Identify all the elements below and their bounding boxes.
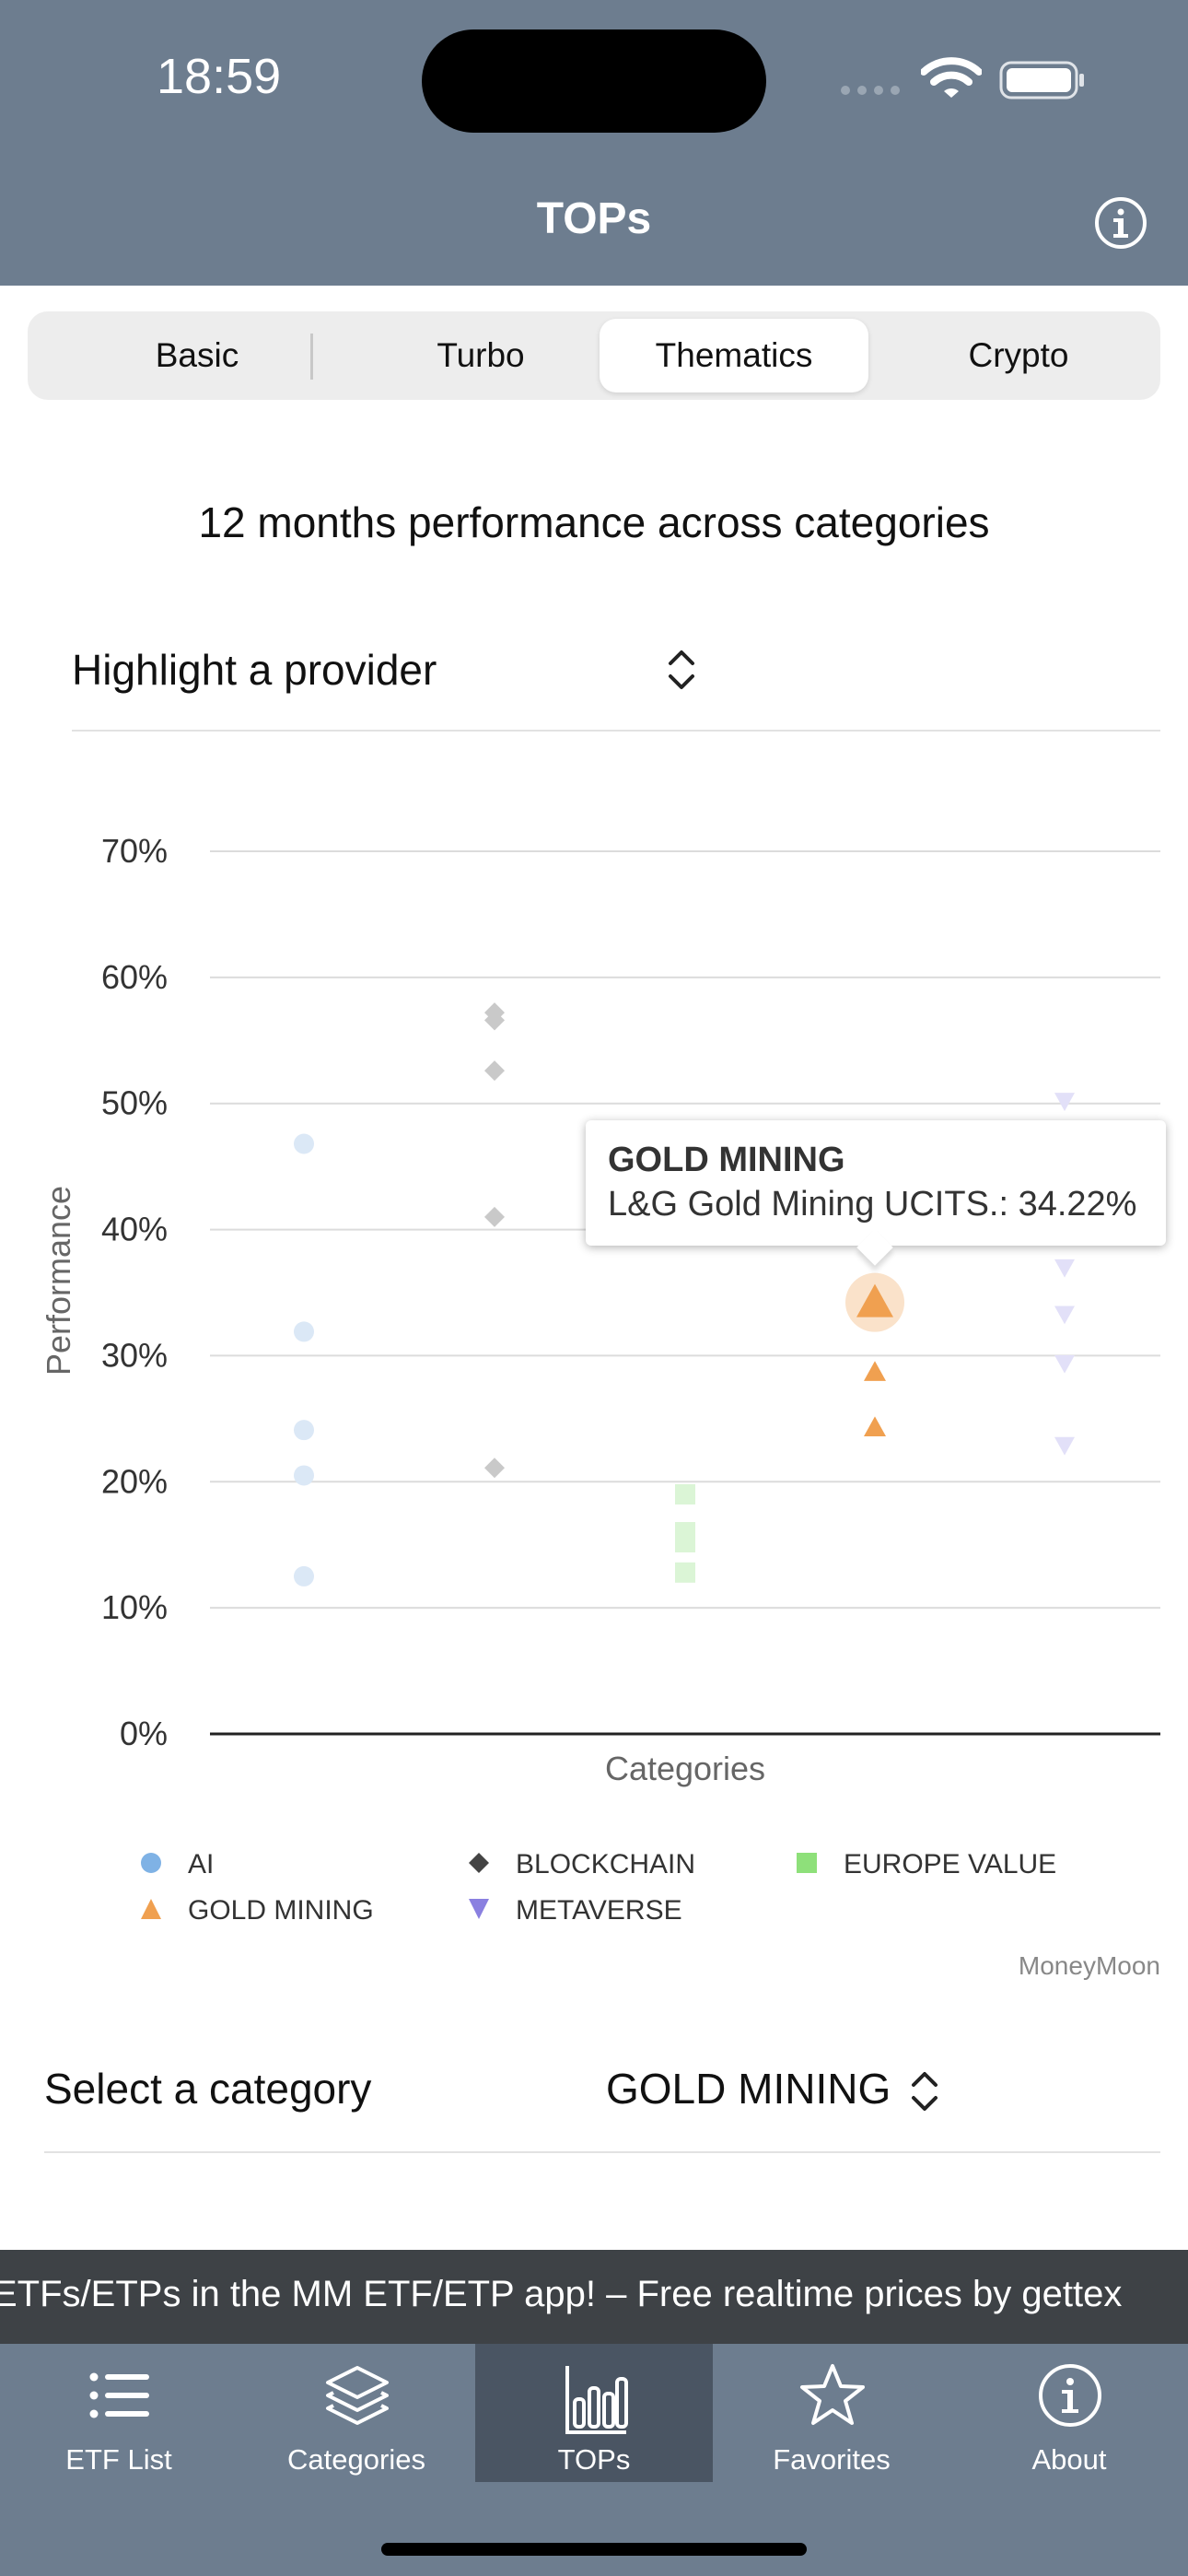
- tab-label: TOPs: [557, 2443, 631, 2476]
- status-time: 18:59: [157, 49, 282, 104]
- chart-legend: AI BLOCKCHAIN EUROPE VALUE GOLD MINING METAV…: [141, 1849, 1056, 1926]
- scatter-point: [1054, 1093, 1075, 1111]
- scatter-point: [484, 1458, 505, 1479]
- navigation-header: 18:59 TOPs: [0, 0, 1188, 286]
- chevron-up-down-icon[interactable]: [908, 2067, 941, 2116]
- news-ticker: ETFs/ETPs in the MM ETF/ETP app! – Free …: [0, 2250, 1188, 2344]
- y-tick-label: 30%: [101, 1336, 168, 1374]
- tab-about[interactable]: About: [950, 2344, 1188, 2482]
- divider: [72, 730, 1160, 732]
- ticker-text: ETFs/ETPs in the MM ETF/ETP app! – Free …: [0, 2274, 1123, 2314]
- scatter-point: [294, 1465, 314, 1486]
- x-axis-label: Categories: [605, 1750, 765, 1787]
- tab-label: Favorites: [773, 2443, 891, 2476]
- chart-heading: 12 months performance across categories: [198, 498, 990, 546]
- bar-chart-icon: [565, 2366, 628, 2434]
- tooltip-title: GOLD MINING: [608, 1141, 845, 1179]
- info-icon[interactable]: [1094, 196, 1147, 250]
- segment-divider: [310, 334, 313, 380]
- star-icon: [800, 2364, 865, 2425]
- segment-turbo[interactable]: Turbo: [437, 336, 525, 374]
- y-tick-label: 0%: [120, 1715, 168, 1752]
- chevron-up-down-icon[interactable]: [665, 645, 698, 695]
- legend-marker: [141, 1853, 161, 1873]
- legend-marker: [797, 1853, 817, 1873]
- scatter-point: [675, 1562, 695, 1583]
- scatter-point: [294, 1321, 314, 1342]
- layers-icon: [326, 2366, 389, 2425]
- y-tick-label: 70%: [101, 832, 168, 870]
- y-tick-label: 60%: [101, 958, 168, 996]
- legend-label[interactable]: AI: [188, 1849, 214, 1879]
- tab-label: About: [1031, 2443, 1107, 2476]
- list-icon: [89, 2372, 149, 2418]
- tab-etf-list[interactable]: ETF List: [0, 2344, 238, 2482]
- signal-icon: [841, 86, 900, 95]
- scatter-point: [294, 1420, 314, 1441]
- legend-marker: [141, 1899, 161, 1919]
- scatter-point: [294, 1565, 314, 1587]
- info-icon: [1039, 2364, 1101, 2427]
- divider: [44, 2151, 1160, 2153]
- y-tick-label: 20%: [101, 1462, 168, 1500]
- performance-scatter-chart: 0% 10% 20% 30% 40% 50% 60% 70% Categories Perform…: [40, 832, 1160, 1787]
- legend-marker: [469, 1899, 489, 1919]
- scatter-point: [484, 1060, 505, 1082]
- tab-label: Categories: [287, 2443, 425, 2476]
- scatter-point: [1054, 1259, 1075, 1278]
- select-category-label: Select a category: [44, 2065, 372, 2113]
- legend-label[interactable]: GOLD MINING: [188, 1895, 374, 1926]
- dynamic-island: [422, 29, 766, 133]
- chart-credit: MoneyMoon: [1018, 1951, 1160, 1980]
- tab-bar: ETF List Categories TOPs Favorites: [0, 2344, 1188, 2576]
- y-tick-label: 40%: [101, 1211, 168, 1248]
- scatter-point: [1054, 1354, 1075, 1374]
- scatter-point: [675, 1531, 695, 1552]
- home-indicator: [381, 2543, 807, 2556]
- battery-icon: [999, 61, 1084, 100]
- scatter-point: [864, 1416, 886, 1437]
- highlight-provider-picker[interactable]: Highlight a provider: [72, 646, 437, 694]
- wifi-icon: [921, 57, 982, 98]
- y-axis-label: Performance: [40, 1186, 77, 1376]
- tooltip-text: L&G Gold Mining UCITS.: 34.22%: [608, 1185, 1137, 1224]
- scatter-point: [675, 1483, 695, 1505]
- scatter-point: [864, 1361, 886, 1381]
- segment-thematics[interactable]: Thematics: [600, 319, 868, 392]
- page-title: TOPs: [536, 194, 652, 243]
- tab-favorites[interactable]: Favorites: [713, 2344, 950, 2482]
- segment-basic[interactable]: Basic: [155, 336, 239, 374]
- legend-label[interactable]: EUROPE VALUE: [844, 1849, 1056, 1879]
- legend-label[interactable]: METAVERSE: [516, 1895, 682, 1926]
- scatter-point: [484, 1010, 505, 1031]
- y-tick-label: 50%: [101, 1084, 168, 1122]
- tab-categories[interactable]: Categories: [238, 2344, 475, 2482]
- segment-crypto[interactable]: Crypto: [968, 336, 1069, 374]
- legend-label[interactable]: BLOCKCHAIN: [516, 1849, 695, 1879]
- tab-label: ETF List: [65, 2443, 172, 2476]
- y-tick-label: 10%: [101, 1588, 168, 1626]
- legend-marker: [469, 1853, 489, 1873]
- chart-tooltip: GOLD MINING L&G Gold Mining UCITS.: 34.2…: [586, 1120, 1166, 1246]
- scatter-point: [1054, 1306, 1075, 1325]
- category-segmented-control: Basic Turbo Thematics Crypto: [28, 311, 1160, 400]
- category-picker[interactable]: GOLD MINING: [606, 2065, 891, 2113]
- scatter-point: [1054, 1436, 1075, 1456]
- scatter-point: [294, 1133, 314, 1154]
- tab-tops[interactable]: TOPs: [475, 2344, 713, 2482]
- scatter-point: [484, 1206, 505, 1227]
- scatter-point-selected: [856, 1283, 893, 1317]
